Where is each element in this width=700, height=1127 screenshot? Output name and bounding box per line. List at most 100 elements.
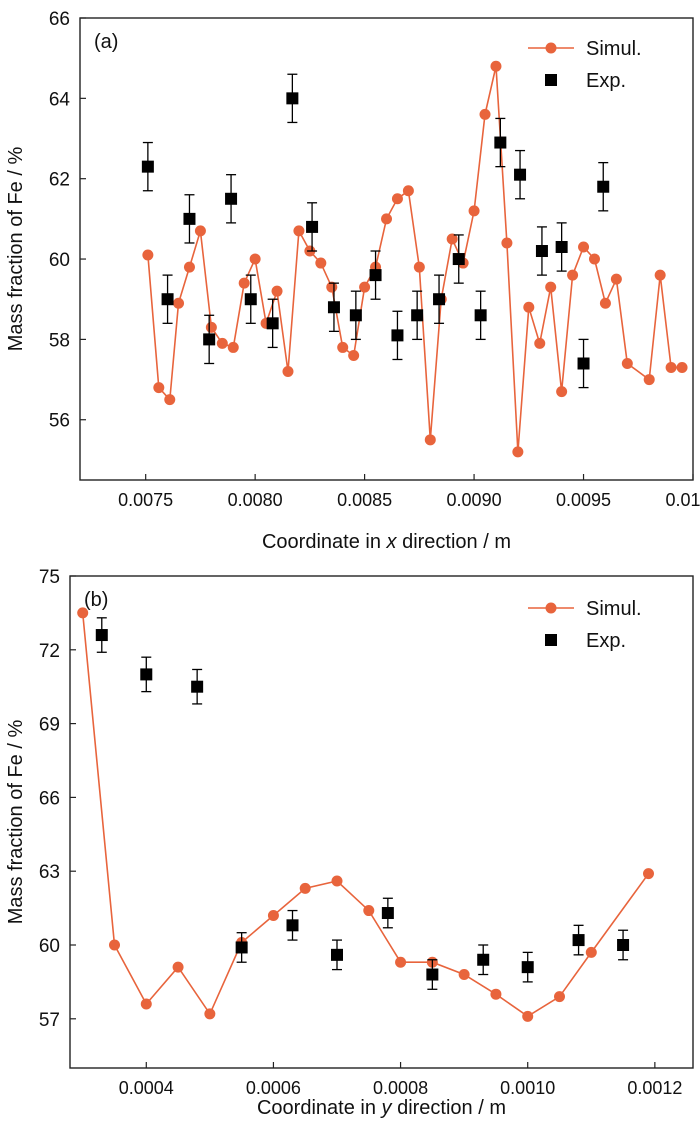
legend-simul-label: Simul. — [586, 598, 642, 620]
y-tick-label: 60 — [39, 936, 60, 957]
exp-point — [369, 269, 382, 282]
x-tick-label: 0.0010 — [500, 1078, 555, 1098]
simul-point — [391, 193, 403, 205]
exp-point — [244, 293, 257, 306]
y-tick-label: 72 — [39, 641, 60, 662]
simul-point — [413, 261, 425, 273]
simul-point — [567, 269, 579, 281]
simul-point — [109, 939, 120, 951]
y-tick-label: 66 — [39, 788, 60, 809]
exp-point — [286, 919, 299, 932]
y-axis-label: Mass fraction of Fe / % — [5, 147, 27, 352]
exp-point — [521, 961, 534, 974]
simul-point — [249, 253, 261, 265]
exp-point — [555, 240, 568, 253]
x-tick-label: 0.0006 — [246, 1078, 301, 1098]
simul-point — [194, 225, 206, 237]
simul-point — [512, 446, 524, 458]
simul-point — [227, 341, 239, 353]
y-tick-label: 64 — [49, 89, 71, 110]
simul-point — [588, 253, 600, 265]
chart-panel-b: 57 60 63 66 69 72 75 0.0004 0.0006 0.0008 0.0010 0.… — [5, 567, 694, 1119]
simul-point — [522, 1010, 534, 1022]
simul-point — [523, 301, 535, 313]
simul-point — [315, 257, 327, 269]
exp-point — [535, 245, 548, 258]
x-tick-label: 0.0090 — [447, 490, 502, 510]
simul-point — [479, 108, 491, 120]
y-tick-label: 58 — [49, 330, 70, 351]
legend: Simul. Exp. — [528, 38, 642, 92]
exp-point — [331, 948, 343, 961]
exp-point — [381, 907, 394, 920]
exp-point — [617, 939, 630, 951]
simul-point — [621, 357, 633, 369]
simul-point — [359, 281, 371, 293]
simul-point — [363, 905, 375, 917]
simul-point — [299, 882, 311, 894]
y-tick-label: 62 — [49, 170, 70, 191]
simul-point — [676, 362, 688, 374]
simul-point — [534, 337, 546, 349]
simul-point — [337, 341, 349, 353]
x-tick-label: 0.0012 — [627, 1078, 682, 1098]
legend-simul-label: Simul. — [586, 38, 642, 60]
legend-simul-marker — [545, 42, 557, 54]
exp-point — [203, 333, 216, 346]
exp-point — [426, 968, 439, 981]
exp-point — [235, 941, 248, 954]
simul-point — [204, 1008, 216, 1020]
simul-point — [140, 998, 152, 1010]
simul-point — [643, 868, 654, 880]
exp-point — [433, 293, 446, 306]
x-tick-label: 0.0085 — [337, 490, 392, 510]
simul-point — [293, 225, 305, 237]
simul-point — [665, 362, 677, 374]
legend-exp-label: Exp. — [586, 630, 626, 652]
exp-point — [477, 953, 490, 966]
exp-point — [411, 309, 424, 322]
simul-point — [395, 956, 407, 968]
simul-point — [348, 349, 360, 361]
chart-panel-a: 56 58 60 62 64 66 0.0075 0.0080 0.0085 0.0090 0.00… — [5, 9, 700, 553]
exp-point — [225, 192, 238, 205]
simul-series-line — [147, 66, 683, 452]
x-axis-label-part: Coordinate in — [257, 1097, 382, 1119]
simul-point — [490, 988, 502, 1000]
x-axis-label-part: y — [380, 1097, 393, 1119]
x-axis-label: Coordinate in y direction / m — [257, 1097, 506, 1119]
y-tick-label: 60 — [49, 250, 70, 271]
legend-exp-label: Exp. — [586, 70, 626, 92]
simul-point — [654, 269, 666, 281]
simul-series-line — [81, 612, 650, 1018]
x-axis-label: Coordinate in x direction / m — [262, 531, 511, 553]
legend-exp-marker — [545, 634, 557, 646]
x-axis-label-part: Coordinate in — [262, 531, 387, 553]
simul-point — [153, 382, 165, 394]
y-tick-label: 75 — [39, 567, 60, 588]
plot-frame — [69, 575, 694, 1069]
simul-point — [554, 991, 565, 1003]
simul-point — [77, 607, 89, 619]
simul-point — [164, 394, 176, 406]
exp-point — [141, 160, 154, 173]
y-tick-label: 66 — [49, 9, 70, 30]
y-axis-label: Mass fraction of Fe / % — [5, 720, 27, 925]
exp-point — [452, 253, 465, 266]
exp-point — [514, 168, 527, 181]
exp-point — [183, 212, 196, 225]
exp-point — [161, 293, 174, 306]
exp-point — [391, 329, 404, 342]
simul-point — [545, 281, 557, 293]
simul-point — [585, 946, 597, 958]
y-tick-label: 69 — [39, 715, 60, 736]
exp-point — [140, 668, 153, 681]
simul-point — [490, 60, 502, 72]
simul-point — [643, 374, 655, 386]
exp-point — [191, 680, 204, 693]
simul-point — [205, 321, 217, 333]
simul-point — [173, 297, 185, 309]
exp-point — [572, 934, 585, 947]
x-axis-label-part: x — [386, 531, 398, 553]
x-axis-label-part: direction / m — [392, 1097, 506, 1119]
